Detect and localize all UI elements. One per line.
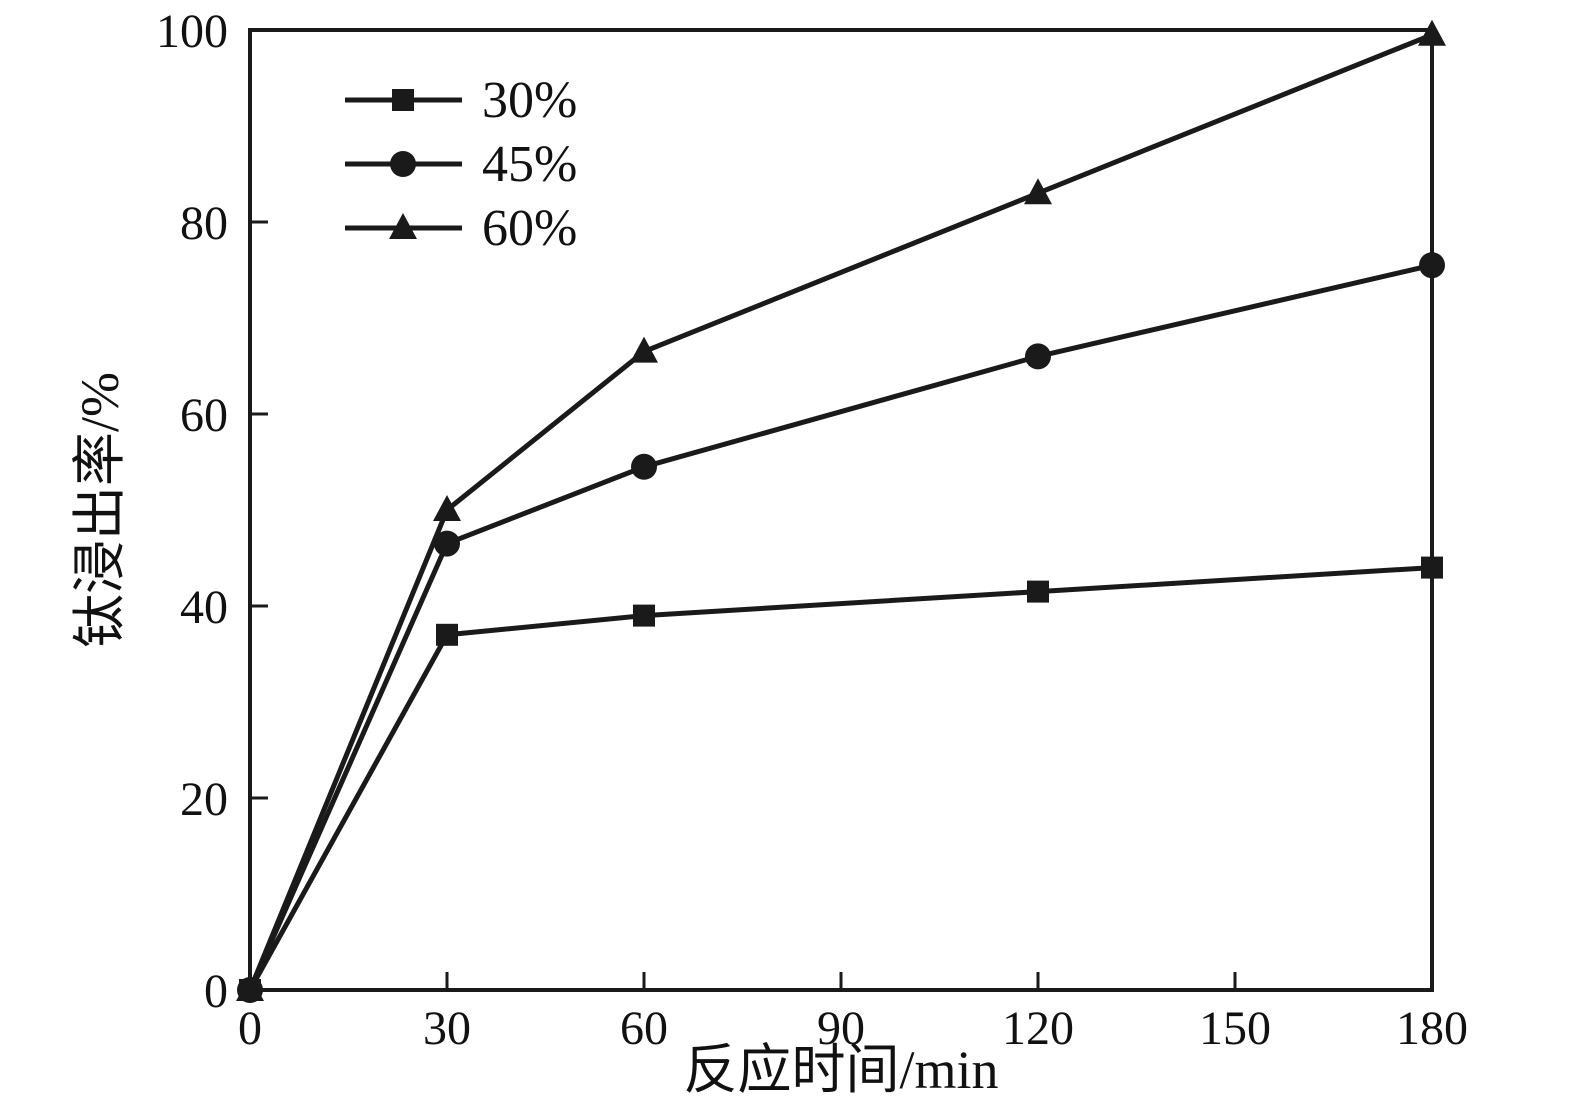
y-tick-label: 100: [156, 5, 228, 58]
triangle-marker-icon: [236, 975, 264, 1001]
series-line: [247, 32, 1435, 993]
square-marker-icon: [1027, 580, 1049, 603]
circle-marker-icon: [1419, 252, 1445, 279]
circle-marker-icon: [434, 530, 460, 557]
series-line: [247, 565, 1435, 993]
x-tick-label: 180: [1396, 1002, 1468, 1055]
x-tick-label: 120: [1002, 1002, 1074, 1055]
x-axis-title: 反应时间/min: [683, 1040, 998, 1100]
square-marker-icon: [633, 604, 655, 627]
series-line: [247, 262, 1435, 993]
y-tick-label: 40: [180, 581, 228, 634]
y-tick-label: 20: [180, 773, 228, 826]
legend-label: 30%: [482, 72, 577, 129]
x-tick-label: 60: [620, 1002, 668, 1055]
triangle-marker-icon: [1418, 19, 1446, 46]
series-60pct: [236, 19, 1446, 1001]
legend: 30% 45% 60%: [345, 72, 577, 257]
x-tick-label: 30: [423, 1002, 471, 1055]
x-axis: 0 30 60 90 120 150 180: [238, 972, 1468, 1055]
square-marker-icon: [436, 623, 458, 646]
circle-marker-icon: [631, 453, 657, 480]
legend-item: 45%: [345, 136, 577, 193]
y-axis-title: 钛浸出率/%: [70, 372, 130, 648]
circle-marker-icon: [1025, 343, 1051, 370]
x-tick-label: 90: [817, 1002, 865, 1055]
legend-label: 45%: [482, 136, 577, 193]
x-tick-label: 0: [238, 1002, 262, 1055]
legend-label: 60%: [482, 200, 577, 257]
series-45pct: [237, 252, 1445, 1003]
triangle-marker-icon: [389, 213, 417, 239]
plot-frame: [248, 28, 1434, 992]
series-30pct: [239, 556, 1443, 1001]
y-tick-label: 60: [180, 389, 228, 442]
triangle-marker-icon: [1024, 178, 1052, 205]
legend-item: 60%: [345, 200, 577, 257]
triangle-marker-icon: [630, 336, 658, 363]
y-axis: 0 20 40 60 80 100: [156, 5, 268, 1018]
y-tick-label: 0: [204, 965, 228, 1018]
y-tick-label: 80: [180, 197, 228, 250]
square-marker-icon: [392, 89, 414, 111]
circle-marker-icon: [390, 151, 416, 177]
triangle-marker-icon: [433, 495, 461, 521]
x-tick-label: 150: [1199, 1002, 1271, 1055]
square-marker-icon: [1421, 556, 1443, 579]
legend-item: 30%: [345, 72, 577, 129]
